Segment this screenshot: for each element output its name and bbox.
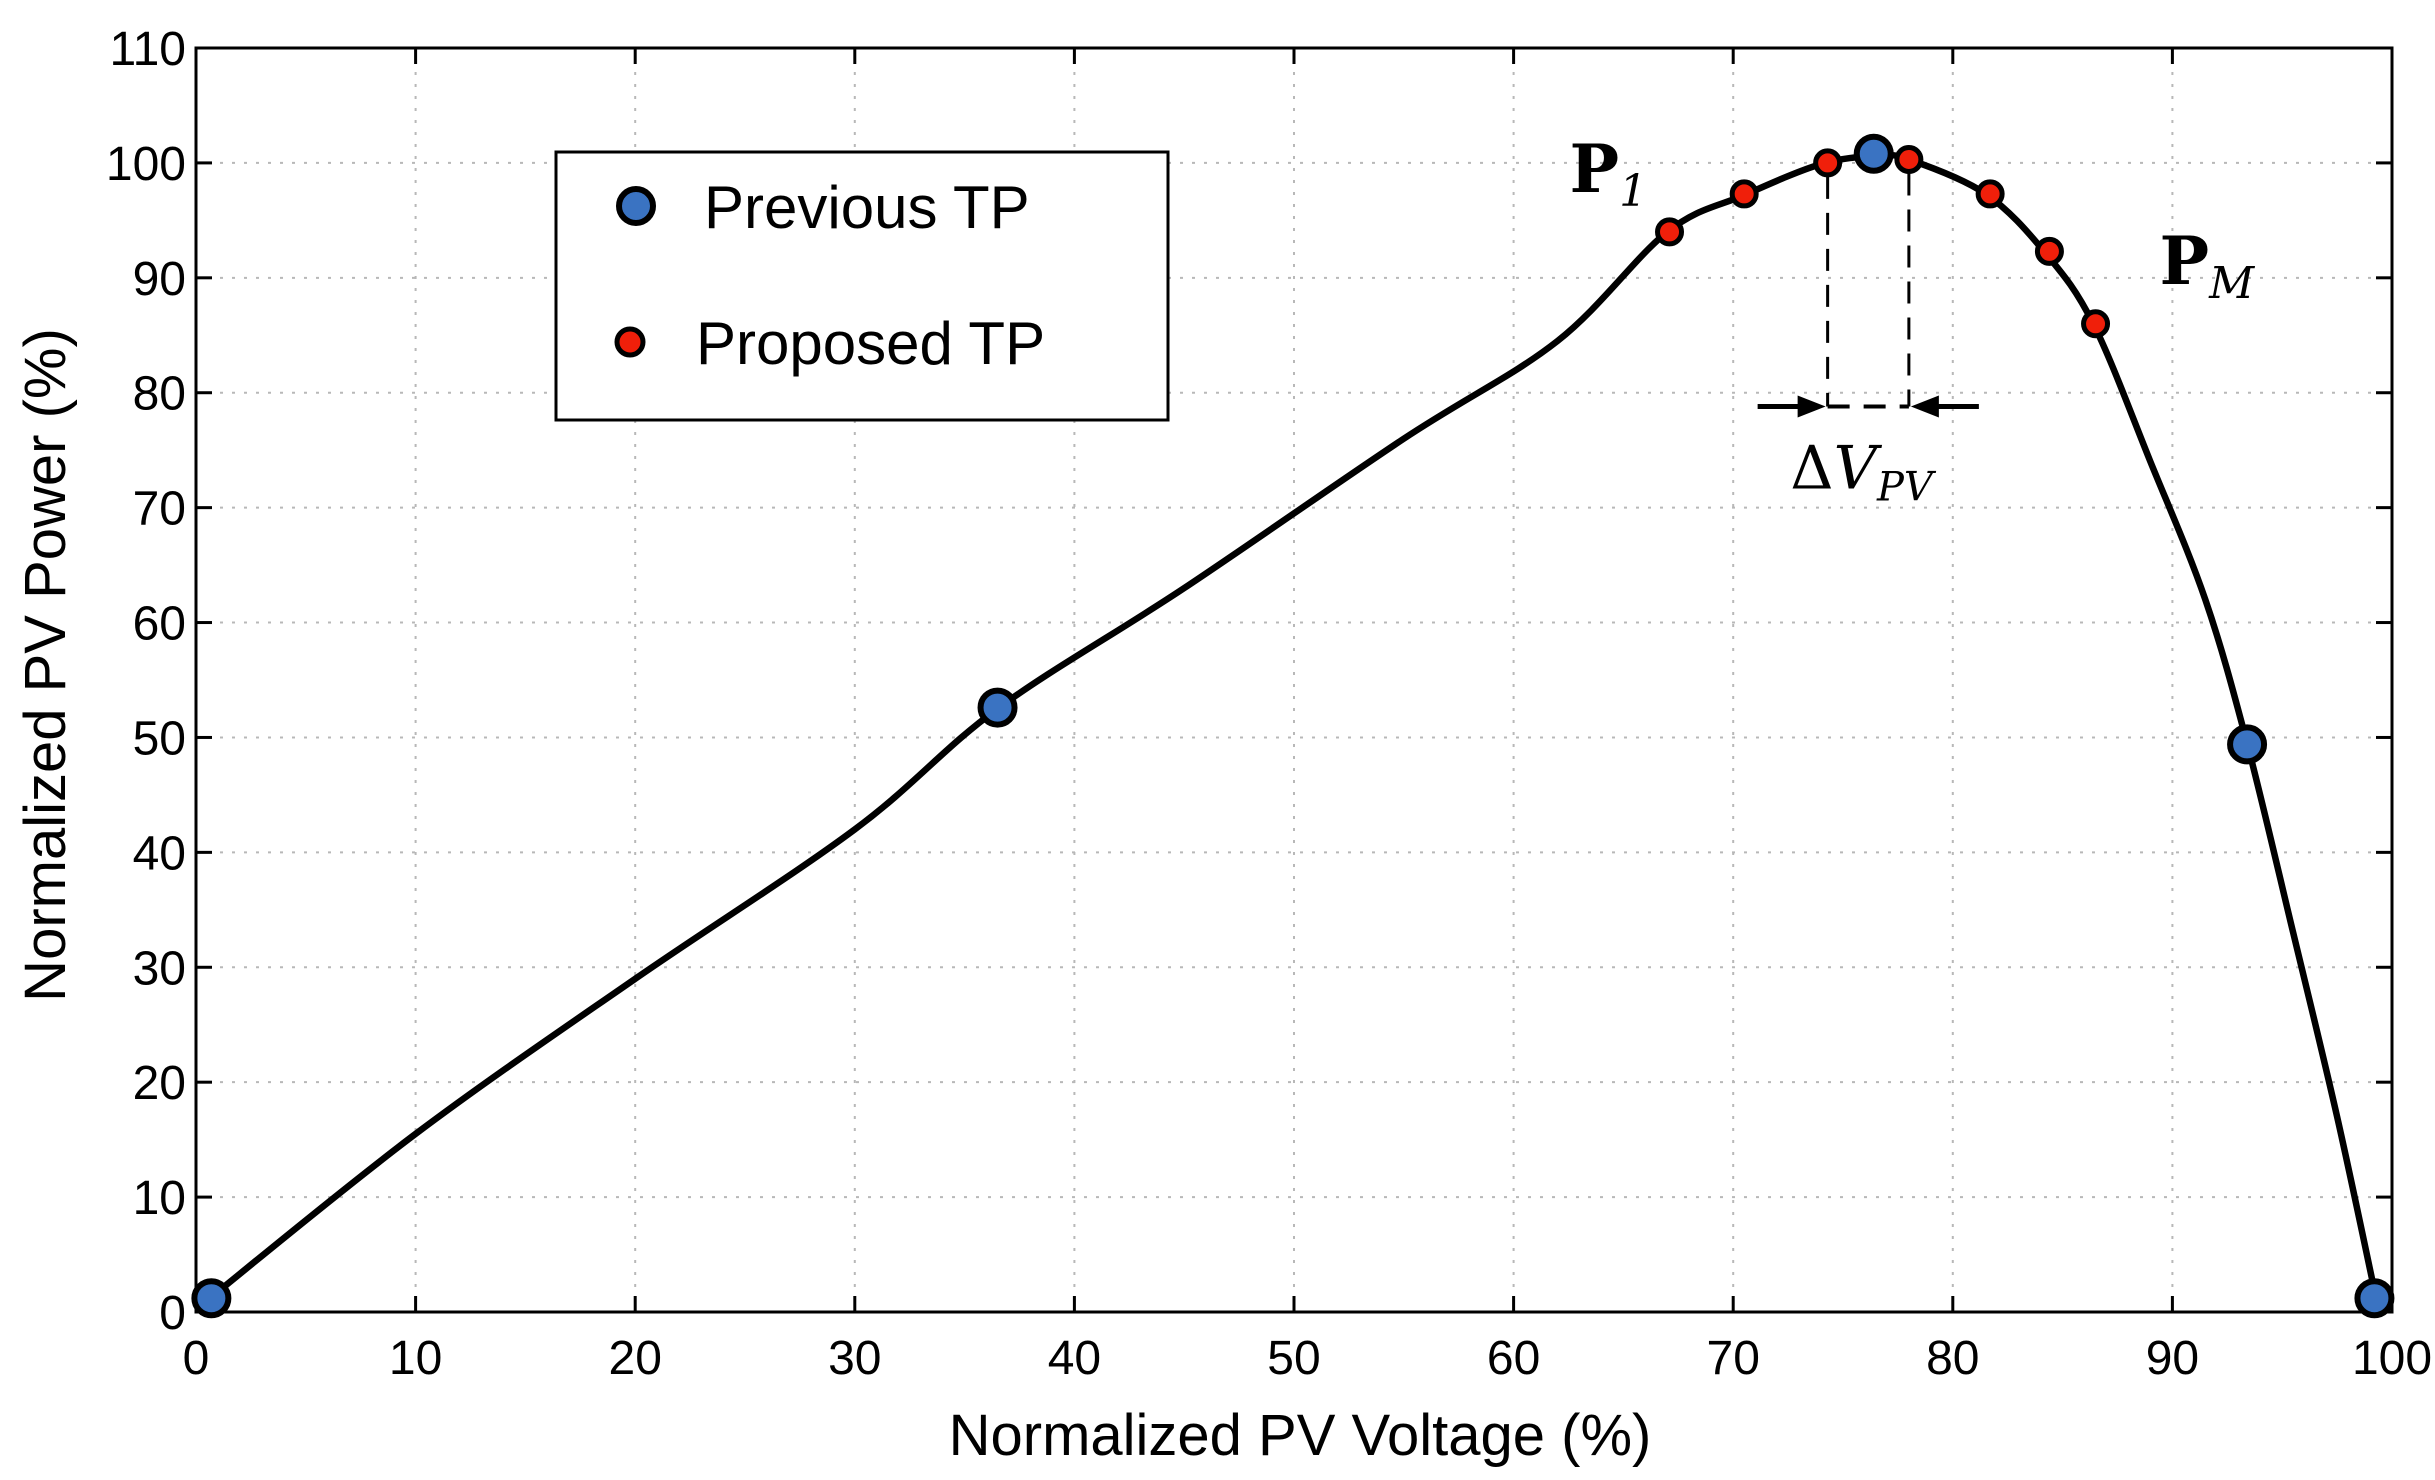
pv-curve-chart: 0 10 20 30 40 50 60 70 80 90 100 0 10 20 30 40 50 60 70 80… xyxy=(0,0,2435,1480)
previous-tp-marker xyxy=(1857,137,1891,171)
proposed-tp-marker xyxy=(2037,239,2061,263)
legend: Previous TP Proposed TP xyxy=(556,152,1168,420)
previous-tp-marker xyxy=(981,691,1015,725)
x-tick-label: 40 xyxy=(1048,1332,1101,1385)
y-tick-label: 60 xyxy=(133,598,186,651)
x-tick-label: 100 xyxy=(2352,1332,2432,1385)
pm-main: P xyxy=(2160,222,2210,300)
previous-tp-marker xyxy=(194,1281,228,1315)
x-tick-label: 10 xyxy=(389,1332,442,1385)
legend-label-previous-tp: Previous TP xyxy=(704,174,1030,241)
previous-tp-marker xyxy=(2230,727,2264,761)
y-tick-label: 90 xyxy=(133,253,186,306)
x-tick-label: 20 xyxy=(609,1332,662,1385)
y-tick-label: 80 xyxy=(133,368,186,421)
legend-marker-previous-tp xyxy=(619,189,653,223)
y-tick-label: 40 xyxy=(133,827,186,880)
y-tick-label: 100 xyxy=(106,138,186,191)
x-axis-title: Normalized PV Voltage (%) xyxy=(949,1403,1652,1468)
x-tick-label: 80 xyxy=(1926,1332,1979,1385)
proposed-tp-marker xyxy=(1816,151,1840,175)
y-tick-label: 50 xyxy=(133,712,186,765)
pm-sub: M xyxy=(2208,258,2255,309)
proposed-tp-marker xyxy=(2084,312,2108,336)
delta-var: V xyxy=(1834,434,1883,504)
y-tick-label: 110 xyxy=(109,23,186,76)
y-tick-label: 20 xyxy=(133,1057,186,1110)
y-tick-label: 10 xyxy=(133,1172,186,1225)
p1-sub: 1 xyxy=(1619,166,1647,217)
x-tick-label: 0 xyxy=(183,1332,210,1385)
y-tick-label: 0 xyxy=(159,1287,186,1340)
legend-marker-proposed-tp xyxy=(617,329,643,355)
delta-symbol: Δ xyxy=(1790,434,1833,504)
proposed-tp-marker xyxy=(1732,182,1756,206)
legend-label-proposed-tp: Proposed TP xyxy=(696,310,1045,377)
x-tick-label: 70 xyxy=(1707,1332,1760,1385)
background xyxy=(0,0,2435,1480)
proposed-tp-marker xyxy=(1897,147,1921,171)
x-tick-label: 50 xyxy=(1267,1332,1320,1385)
delta-sub: PV xyxy=(1876,465,1937,511)
proposed-tp-marker xyxy=(1978,182,2002,206)
y-tick-label: 70 xyxy=(133,483,186,536)
previous-tp-marker xyxy=(2357,1281,2391,1315)
x-tick-label: 60 xyxy=(1487,1332,1540,1385)
y-tick-label: 30 xyxy=(133,942,186,995)
x-tick-label: 90 xyxy=(2146,1332,2199,1385)
y-axis-title: Normalized PV Power (%) xyxy=(13,328,78,1002)
p1-main: P xyxy=(1570,130,1620,208)
x-tick-label: 30 xyxy=(828,1332,881,1385)
proposed-tp-marker xyxy=(1658,220,1682,244)
